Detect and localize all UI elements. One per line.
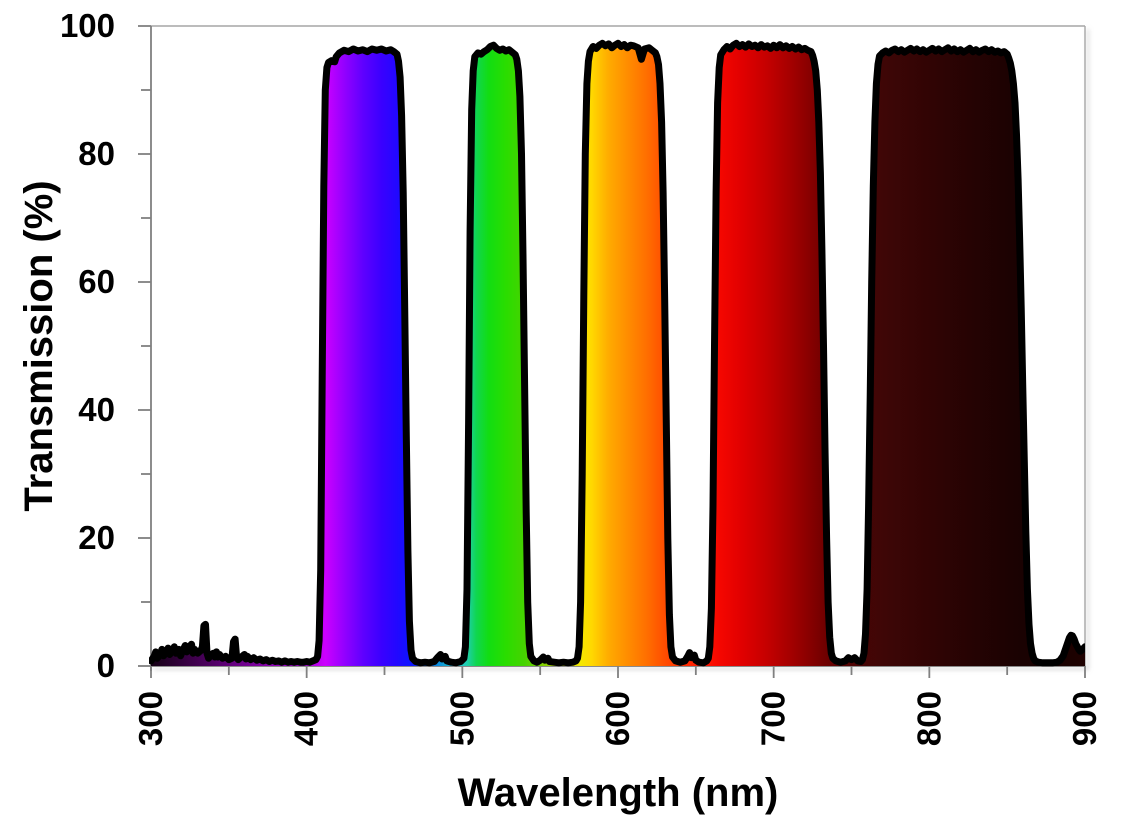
x-tick-labels: 300 400 500 600 700 800 900 — [132, 691, 1103, 746]
transmission-curve — [149, 39, 1085, 667]
x-tick-label: 600 — [599, 691, 636, 746]
transmission-area-fill — [151, 43, 1085, 667]
y-axis-title: Transmission (%) — [17, 180, 61, 511]
x-tick-label: 800 — [910, 691, 947, 746]
y-tick-label: 60 — [78, 263, 115, 300]
y-tick-label: 40 — [78, 391, 115, 428]
axis-ticks — [138, 25, 1086, 678]
y-tick-label: 0 — [97, 647, 115, 684]
y-tick-labels: 0 20 40 60 80 100 — [60, 7, 115, 684]
x-axis-title: Wavelength (nm) — [458, 771, 779, 815]
series-layer — [149, 39, 1085, 667]
y-tick-label: 20 — [78, 519, 115, 556]
y-tick-label: 80 — [78, 135, 115, 172]
x-tick-label: 700 — [755, 691, 792, 746]
x-tick-label: 900 — [1066, 691, 1103, 746]
x-tick-label: 500 — [443, 691, 480, 746]
x-tick-label: 400 — [288, 691, 325, 746]
x-tick-label: 300 — [132, 691, 169, 746]
y-tick-label: 100 — [60, 7, 115, 44]
